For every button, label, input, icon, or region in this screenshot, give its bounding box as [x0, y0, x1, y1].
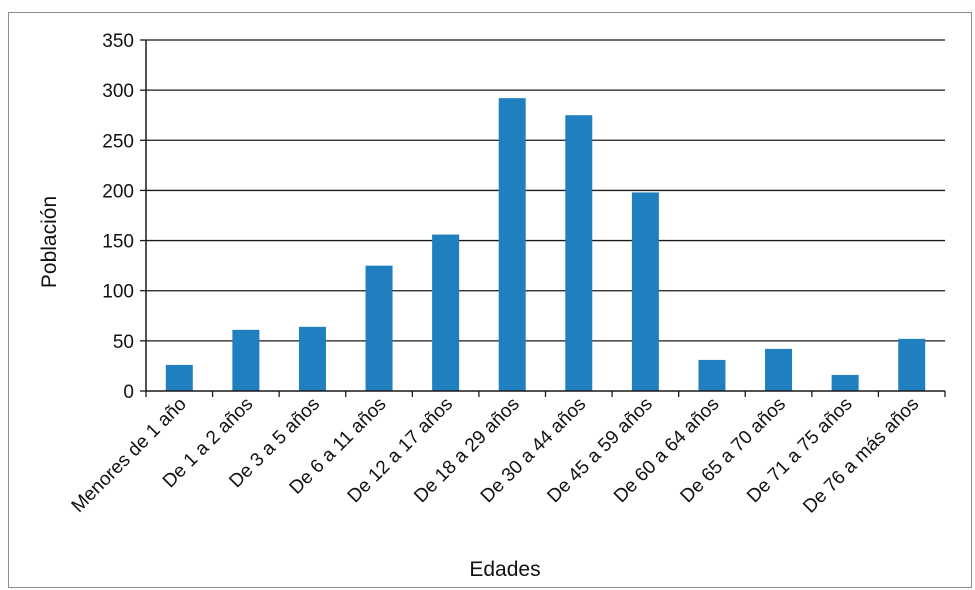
y-tick-label: 300: [102, 81, 134, 102]
chart-frame: [8, 12, 972, 588]
bar-10: [765, 348, 793, 391]
bar-11: [831, 374, 859, 391]
y-tick-label: 200: [102, 181, 134, 202]
bar-3: [298, 326, 326, 391]
x-tick-label: Menores de 1 año: [68, 394, 191, 517]
x-axis-title: Edades: [469, 558, 540, 581]
bar-9: [698, 359, 726, 391]
bar-2: [232, 329, 260, 391]
y-tick-label: 250: [102, 131, 134, 152]
bar-12: [898, 338, 926, 391]
y-tick-label: 50: [113, 332, 134, 353]
x-tick-label: De 76 a más años: [799, 394, 923, 518]
axes: [140, 39, 946, 397]
bars: [165, 98, 926, 391]
y-tick-label: 0: [123, 382, 134, 403]
bar-5: [432, 234, 460, 391]
tick-labels: 0 50 100 150 200 250 300 350 Menores de 1 año De …: [68, 31, 924, 518]
bar-4: [365, 265, 393, 391]
gridlines: [146, 39, 945, 342]
y-tick-label: 150: [102, 232, 134, 253]
y-axis-title: Población: [38, 196, 61, 288]
y-tick-label: 350: [102, 31, 134, 52]
bar-1: [165, 364, 193, 391]
y-tick-label: 100: [102, 282, 134, 303]
bar-7: [565, 115, 593, 391]
bar-6: [498, 98, 526, 391]
bar-8: [631, 192, 659, 391]
